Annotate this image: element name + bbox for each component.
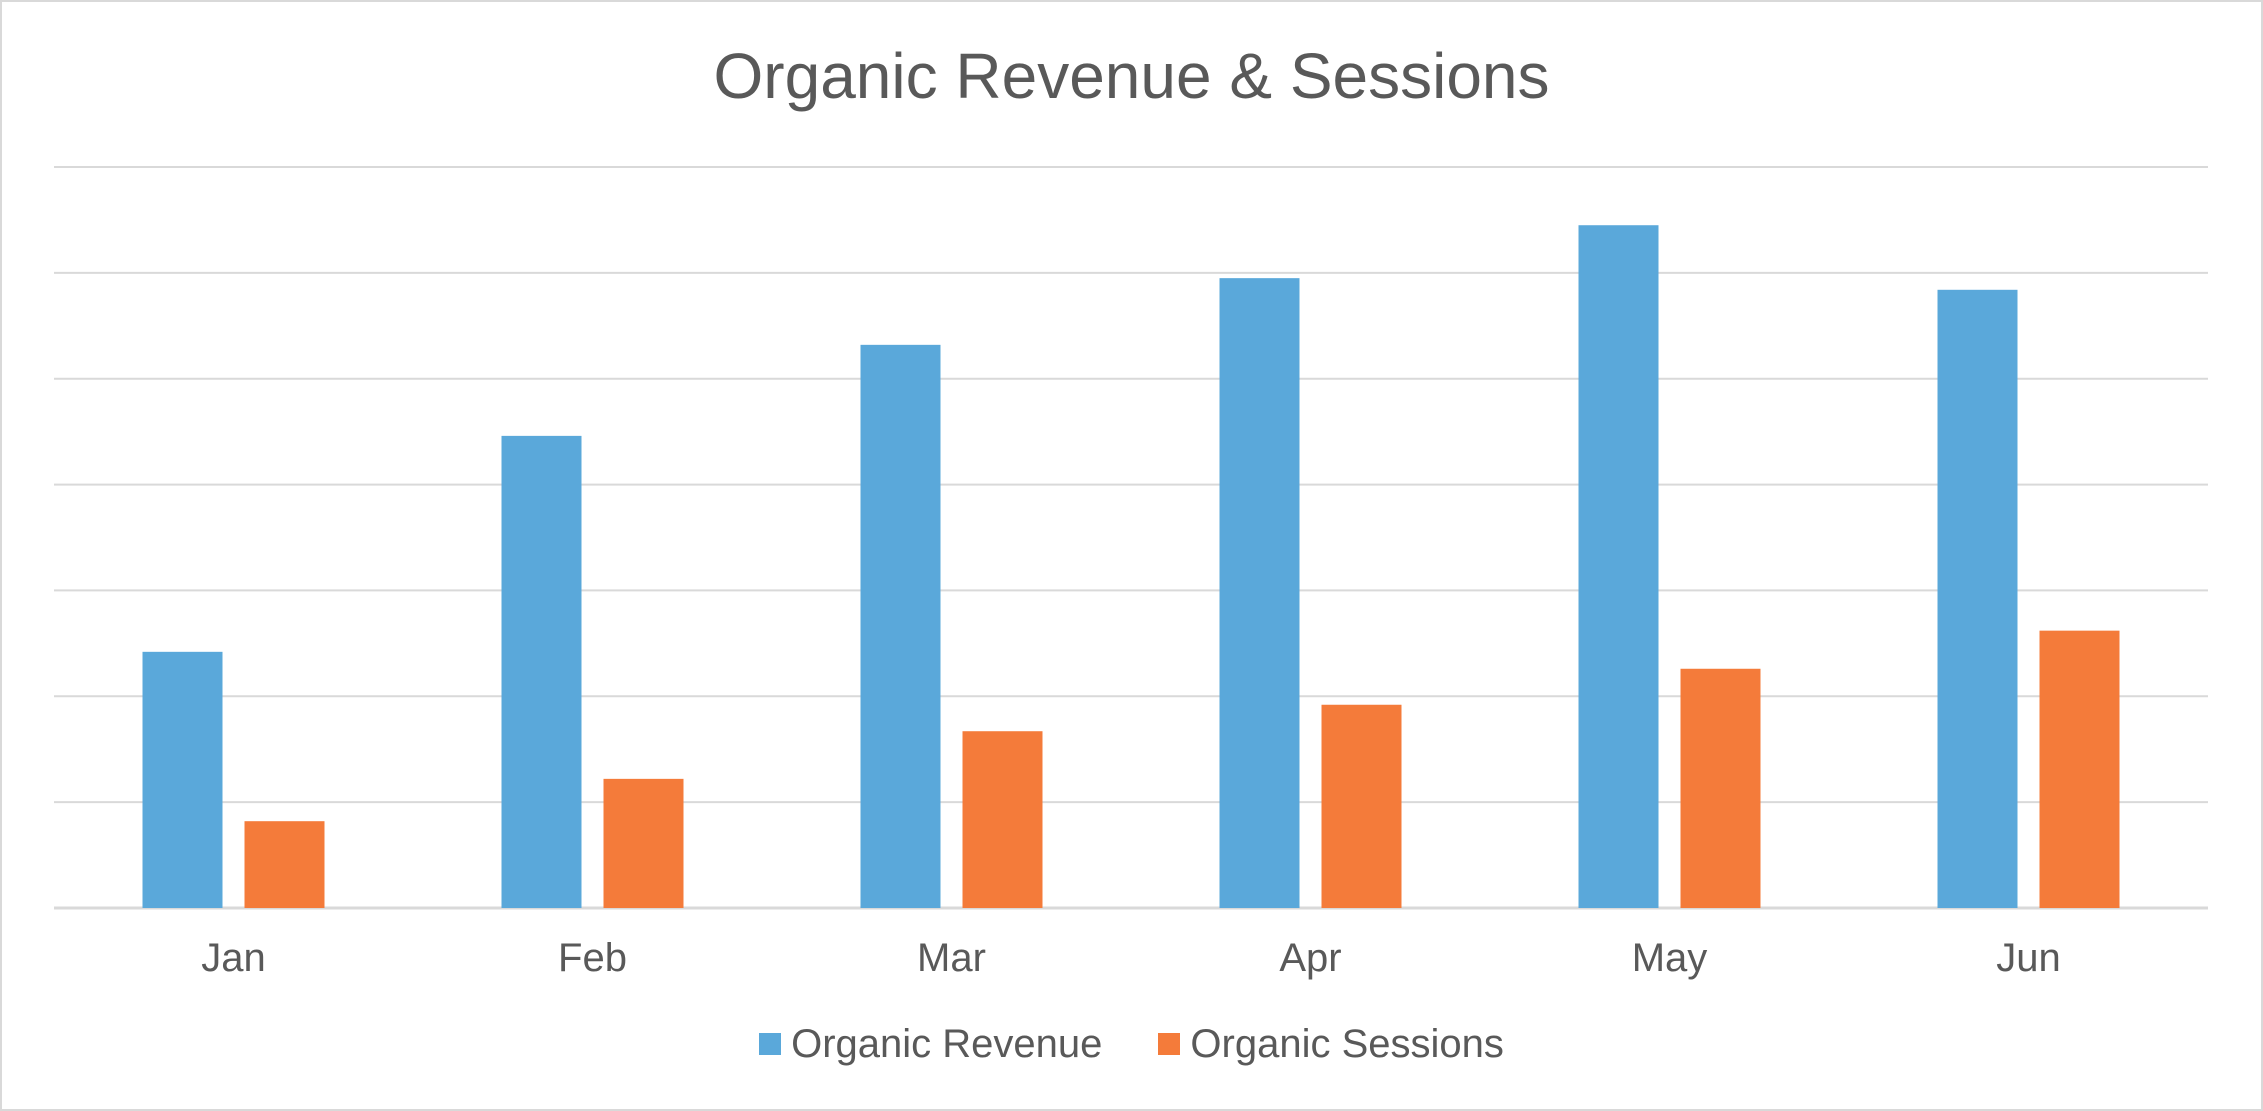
x-axis-tick-labels: Jan Feb Mar Apr May Jun — [201, 936, 2061, 980]
chart-title: Organic Revenue & Sessions — [713, 40, 1550, 112]
legend: Organic Revenue Organic Sessions — [2, 1020, 2261, 1068]
x-tick-label-jan: Jan — [201, 936, 266, 980]
legend-swatch-revenue — [759, 1033, 782, 1055]
x-tick-label-feb: Feb — [558, 936, 627, 980]
bars — [142, 225, 2120, 909]
x-tick-label-apr: Apr — [1279, 936, 1341, 980]
bar-revenue-may — [1578, 225, 1659, 908]
bar-revenue-feb — [501, 435, 582, 908]
legend-swatch-sessions — [1158, 1033, 1181, 1055]
x-tick-label-may: May — [1632, 936, 1708, 980]
bar-sessions-apr — [1321, 704, 1402, 908]
legend-item-sessions: Organic Sessions — [1158, 1020, 1504, 1068]
bar-sessions-mar — [962, 731, 1043, 908]
legend-item-revenue: Organic Revenue — [759, 1020, 1102, 1068]
bar-sessions-jan — [244, 821, 325, 908]
bar-sessions-may — [1680, 668, 1761, 908]
bar-revenue-jan — [142, 651, 223, 908]
bar-revenue-apr — [1219, 278, 1300, 908]
bar-sessions-feb — [603, 778, 684, 908]
gridlines — [54, 166, 2208, 910]
bar-sessions-jun — [2039, 630, 2120, 908]
x-tick-label-mar: Mar — [917, 936, 986, 980]
bar-revenue-mar — [860, 344, 941, 909]
bar-revenue-jun — [1937, 289, 2018, 908]
legend-label-sessions: Organic Sessions — [1190, 1022, 1504, 1066]
x-tick-label-jun: Jun — [1996, 936, 2061, 980]
legend-label-revenue: Organic Revenue — [791, 1022, 1103, 1066]
